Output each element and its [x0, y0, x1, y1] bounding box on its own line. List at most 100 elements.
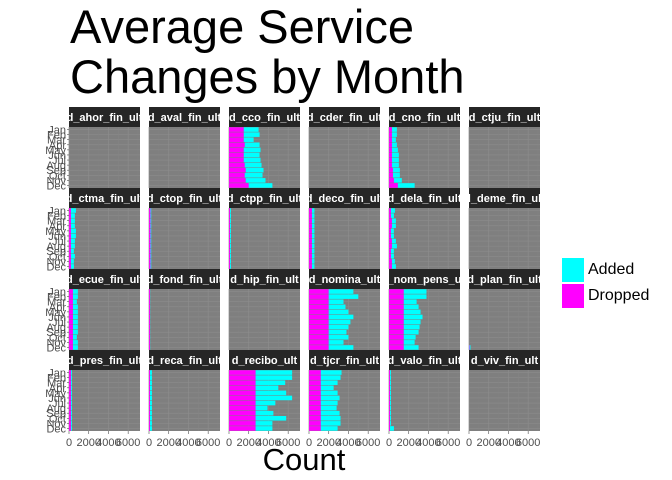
panel-background [229, 289, 300, 350]
x-tick-label: 0 [66, 437, 72, 449]
y-tick-label: Jun [48, 393, 66, 405]
bar-dropped [69, 395, 71, 401]
bar-added [311, 254, 315, 259]
bar-dropped [309, 400, 321, 406]
facet-panel: d_ecue_fin_ultJanFebMarAprMayJunJulAugSe… [45, 269, 140, 354]
bar-added [72, 289, 78, 294]
bar-dropped [149, 390, 150, 396]
bar-added [255, 410, 274, 416]
bar-added [311, 259, 315, 264]
facet-panel: d_ctop_fin_ult [148, 188, 220, 269]
bar-dropped [149, 264, 151, 269]
facet-strip-label: d_reca_fin_ult [147, 355, 222, 367]
bar-added [403, 345, 419, 350]
bar-dropped [229, 264, 230, 269]
bar-added [320, 380, 338, 385]
bar-added [245, 167, 264, 173]
y-tick-label: Sep [46, 408, 66, 420]
facet-strip [389, 188, 460, 208]
facet-strip [309, 107, 380, 127]
bar-dropped [229, 238, 230, 244]
panel-background [69, 127, 140, 188]
bar-dropped [389, 370, 390, 375]
bar-added [70, 254, 75, 259]
bar-added [391, 137, 396, 142]
y-tick-label: Apr [49, 383, 66, 395]
facet-panel: d_ctju_fin_ult [468, 107, 541, 188]
y-tick-label: Sep [46, 327, 66, 339]
bar-dropped [229, 243, 230, 249]
bar-dropped [389, 319, 404, 325]
bar-added [243, 147, 261, 153]
bar-dropped [149, 289, 150, 294]
bar-added [244, 162, 262, 168]
bar-dropped [69, 294, 73, 299]
bar-dropped [229, 167, 246, 173]
bar-dropped [389, 223, 392, 229]
bar-added [391, 157, 399, 163]
x-tick-label: 2000 [156, 437, 180, 449]
bar-added [389, 426, 394, 431]
bar-dropped [389, 314, 404, 320]
bar-added [70, 390, 72, 396]
bar-dropped [149, 416, 150, 421]
bar-added [70, 416, 72, 421]
bar-dropped [229, 400, 256, 406]
bar-dropped [69, 289, 73, 294]
bar-dropped [389, 218, 392, 223]
bar-added [70, 370, 72, 375]
bar-added [255, 395, 293, 401]
bar-dropped [69, 329, 73, 335]
bar-added [328, 335, 349, 340]
bar-dropped [229, 233, 230, 239]
bar-dropped [149, 335, 150, 340]
bar-added [70, 259, 74, 264]
bar-added [320, 421, 341, 426]
y-tick-label: Feb [47, 130, 66, 142]
panel-background [469, 127, 540, 188]
bar-dropped [69, 400, 71, 406]
bar-dropped [69, 238, 71, 244]
y-tick-label: Oct [49, 413, 66, 425]
facet-panel: d_deco_fin_ult [308, 188, 380, 269]
facet-strip-label: d_plan_fin_ult [467, 274, 542, 286]
bar-added [248, 183, 273, 188]
facet-strip [469, 350, 540, 370]
legend-label-added: Added [588, 261, 635, 278]
y-tick-label: May [45, 307, 66, 319]
bar-added [255, 426, 273, 431]
bar-added [70, 375, 72, 380]
x-tick-label: 0 [386, 437, 392, 449]
bar-dropped [309, 223, 312, 229]
bar-added [149, 426, 152, 431]
bar-added [389, 400, 391, 406]
panel-background [469, 289, 540, 350]
bar-dropped [149, 380, 150, 385]
bar-dropped [229, 132, 244, 137]
bar-added [70, 233, 76, 239]
y-tick-label: Dec [46, 180, 66, 192]
bar-added [403, 340, 415, 345]
bar-added [311, 238, 315, 244]
bar-dropped [69, 385, 71, 391]
y-tick-label: Nov [46, 418, 66, 430]
bar-added [320, 405, 337, 411]
facet-strip [149, 350, 220, 370]
bar-dropped [229, 223, 230, 229]
facet-strip-label: d_cco_fin_ult [229, 112, 300, 124]
facet-strip [69, 188, 140, 208]
bar-dropped [69, 213, 71, 218]
bar-added [389, 370, 391, 375]
bar-added [391, 162, 399, 168]
bar-dropped [69, 304, 73, 310]
bar-dropped [69, 218, 71, 223]
facet-strip-label: d_aval_fin_ult [148, 112, 222, 124]
facet-strip [229, 269, 300, 289]
bar-dropped [389, 375, 390, 380]
bar-dropped [149, 370, 150, 375]
x-tick-label: 4000 [176, 437, 200, 449]
bar-dropped [149, 243, 151, 249]
facet-strip-label: d_ctju_fin_ult [469, 112, 541, 124]
bar-added [150, 248, 152, 254]
